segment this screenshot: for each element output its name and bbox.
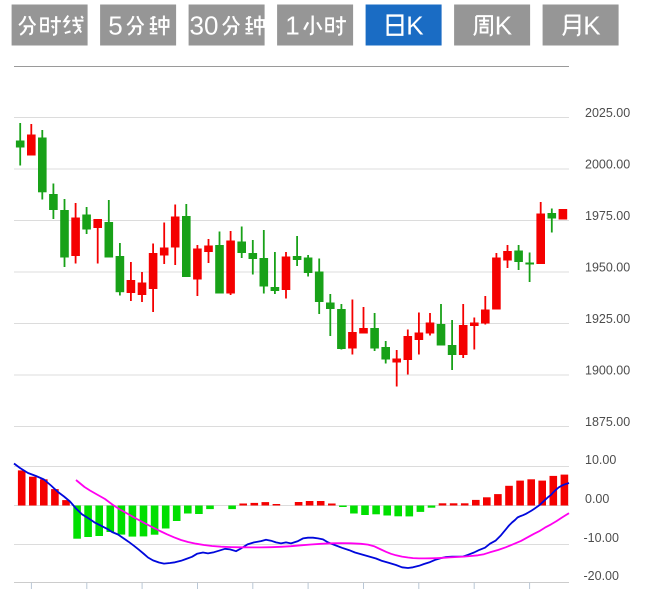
svg-text:2025.00: 2025.00	[585, 106, 630, 120]
svg-text:0.00: 0.00	[585, 492, 609, 506]
svg-text:2000.00: 2000.00	[585, 157, 630, 171]
svg-text:-10.00: -10.00	[584, 531, 619, 545]
svg-text:K: K	[495, 11, 513, 41]
svg-text:1950.00: 1950.00	[585, 260, 630, 274]
svg-text:-20.00: -20.00	[584, 569, 619, 583]
svg-text:K: K	[583, 11, 601, 41]
svg-text:1875.00: 1875.00	[585, 415, 630, 429]
svg-text:10.00: 10.00	[585, 453, 616, 467]
svg-text:5: 5	[108, 11, 122, 41]
svg-text:1925.00: 1925.00	[585, 312, 630, 326]
svg-text:K: K	[406, 11, 424, 41]
svg-text:1900.00: 1900.00	[585, 363, 630, 377]
svg-text:1: 1	[285, 11, 299, 41]
svg-text:30: 30	[190, 11, 219, 41]
svg-text:1975.00: 1975.00	[585, 209, 630, 223]
